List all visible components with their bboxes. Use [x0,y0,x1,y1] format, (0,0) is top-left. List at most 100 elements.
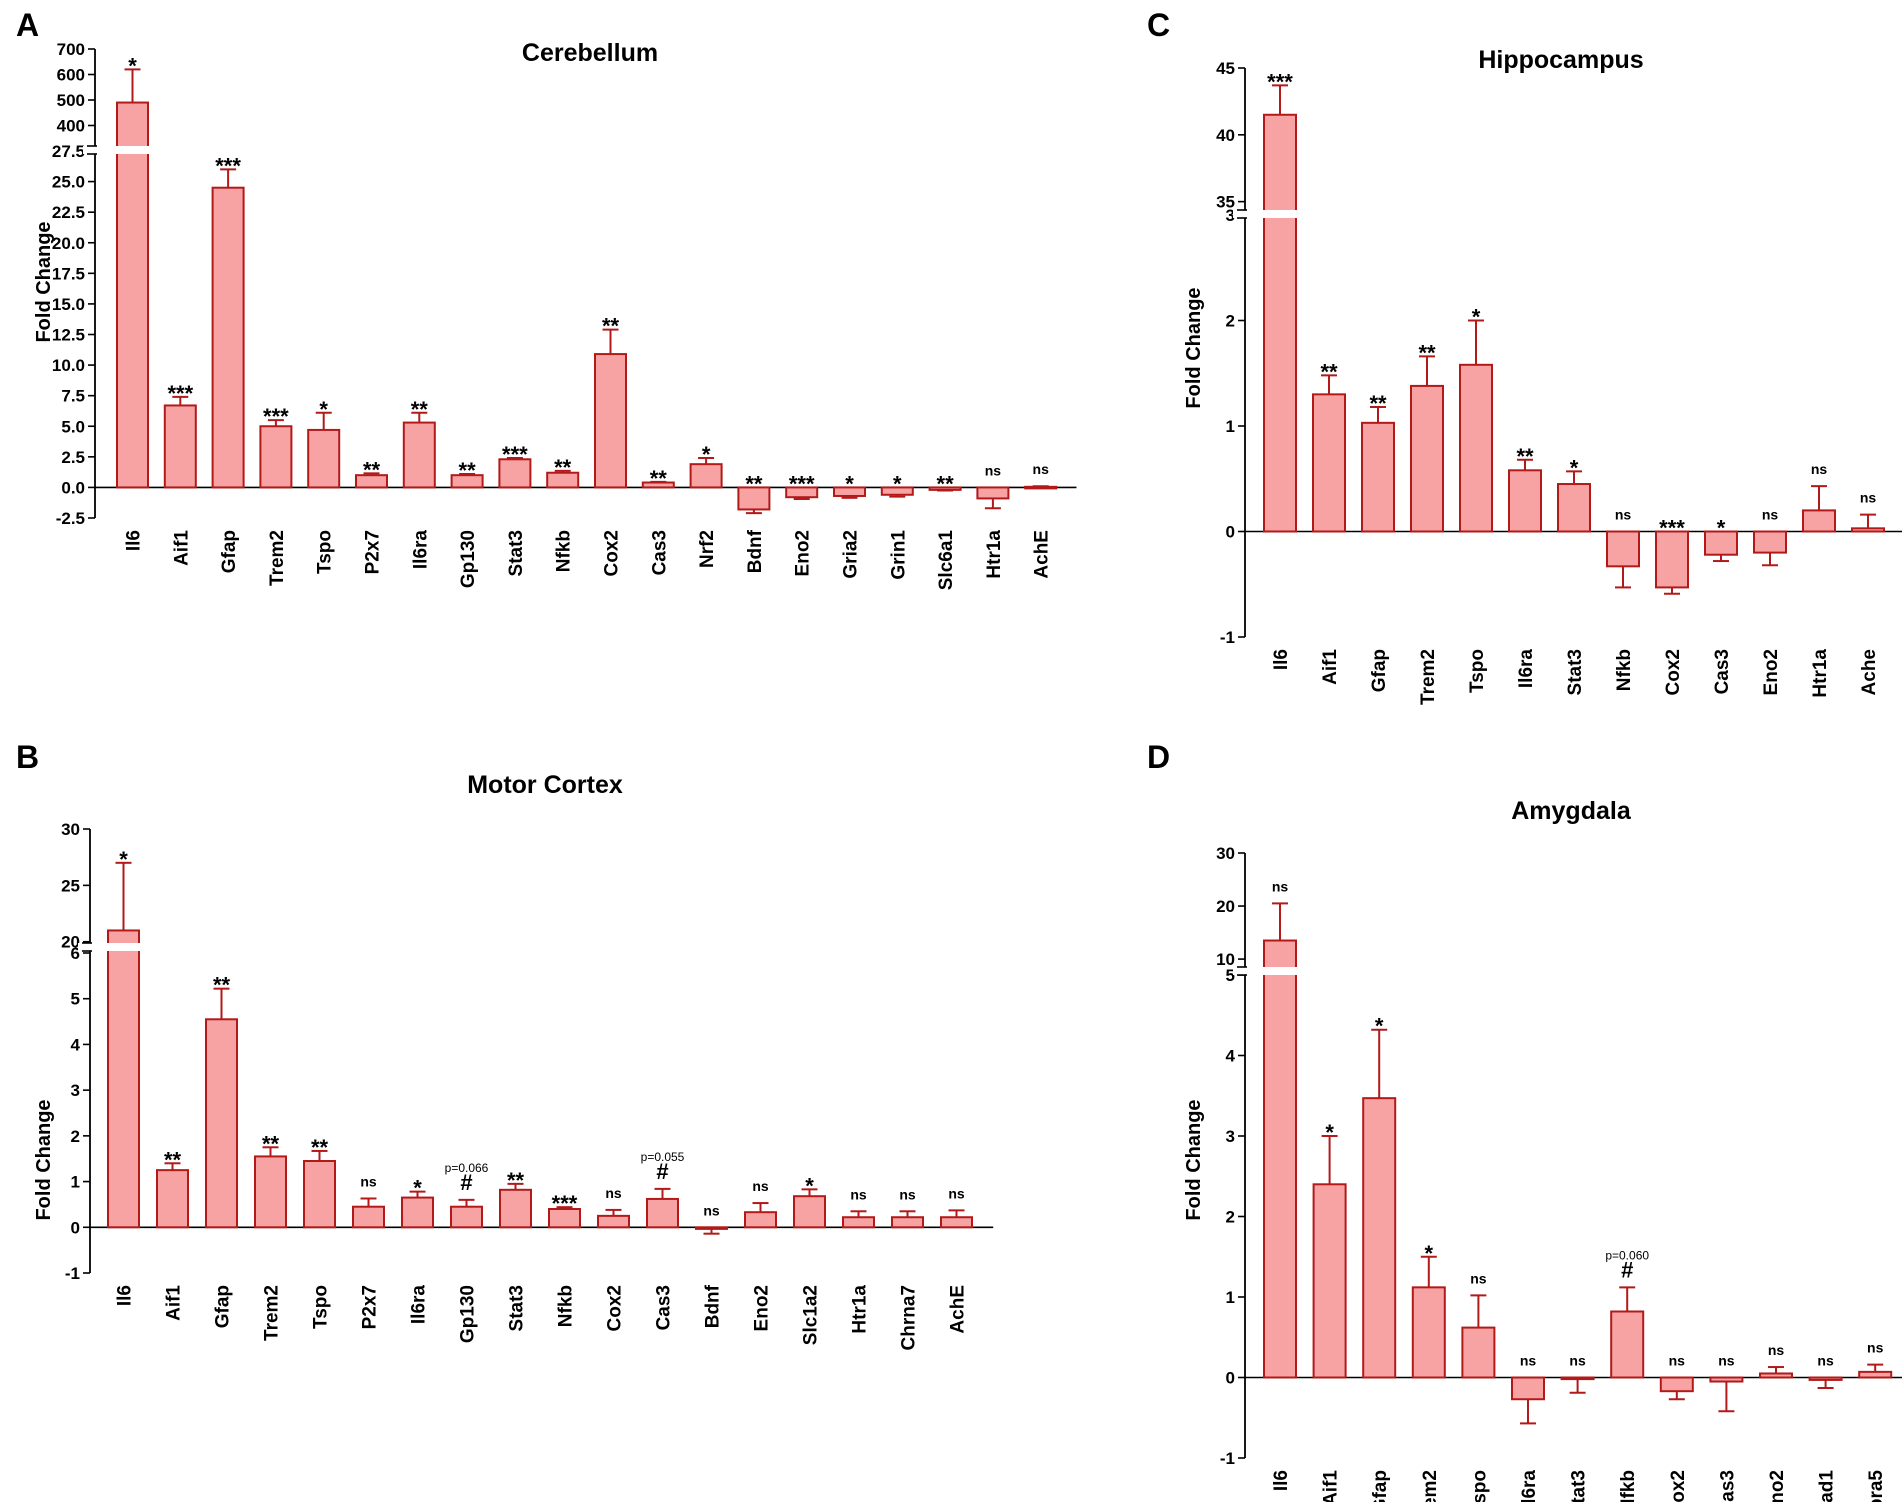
y-tick-label: 2 [1226,312,1235,331]
chart-title: Cerebellum [522,39,658,67]
bar-il6 [116,101,149,489]
y-tick-label: 20.0 [52,234,85,253]
x-tick-label: Aif1 [171,530,192,566]
y-tick-label: 1 [71,1173,80,1192]
bar-cox2 [1659,1376,1694,1393]
x-tick-label: Nfkb [554,530,575,572]
x-tick-label: Eno2 [752,1285,773,1331]
bar-il6ra [402,421,436,489]
bar-aif1 [1312,1183,1347,1379]
x-tick-label: Il6 [1271,1470,1292,1491]
x-tick-label: Trem2 [267,530,288,586]
significance-marker: *** [1659,516,1685,541]
x-tick-label: Cas3 [1712,649,1733,694]
significance-marker: ns [1470,1270,1487,1286]
bar-il6 [107,929,140,1229]
x-tick-label: Grin1 [888,530,909,580]
y-tick-label: 1 [1226,417,1235,436]
x-tick-label: Nfkb [1614,649,1635,691]
significance-marker: ns [605,1185,622,1201]
y-tick-label: 7.5 [61,387,85,406]
chart-title: Hippocampus [1478,46,1643,74]
bar-eno2 [1759,1372,1793,1379]
y-tick-label: 3 [71,1081,80,1100]
panel-label: C [1147,7,1170,43]
significance-marker: ns [1817,1353,1834,1369]
y-tick-label: 700 [57,40,85,59]
bar-trem2 [254,1155,287,1229]
significance-marker: * [119,847,128,872]
significance-marker: * [319,397,328,422]
significance-marker: ** [1320,359,1338,384]
bar-stat3 [1560,1376,1595,1381]
y-tick-label: 3 [1226,206,1235,225]
x-tick-label: Gp130 [458,530,479,588]
significance-marker: * [805,1173,814,1198]
bar-chrna7 [891,1216,924,1229]
significance-marker: ns [948,1185,965,1201]
significance-marker: ns [1520,1353,1537,1369]
bar-htr1a [976,486,1010,500]
panel-label: B [16,739,39,775]
panel-d: D Amygdala Fold Change -1 0 1 2 3 4 510 20 30 ns Il6 *… [1147,739,1902,1502]
y-tick-label: 5 [1226,966,1235,985]
x-tick-label: AchE [1032,530,1053,579]
bar-cox2 [594,353,627,489]
significance-marker: ns [1811,461,1828,477]
x-tick-label: Il6 [1271,649,1292,670]
bar-tspo [307,428,341,489]
significance-marker: ns [1272,878,1289,894]
significance-marker: * [128,53,137,78]
significance-marker: ns [1867,1340,1884,1356]
bar-gfap [1361,421,1395,533]
chart-title: Amygdala [1511,797,1632,825]
x-tick-label: Slc1a2 [801,1285,822,1345]
x-tick-label: Cas3 [654,1285,675,1330]
significance-marker: ns [1669,1353,1686,1369]
y-tick-label: 1 [1226,1288,1235,1307]
x-tick-label: Tspo [311,1285,332,1329]
significance-marker: * [413,1176,422,1201]
y-tick-label: 2 [71,1127,80,1146]
bar-gad1 [1808,1376,1843,1381]
significance-marker: *** [1267,69,1293,94]
y-axis-label: Fold Change [1183,1099,1205,1220]
significance-marker: ** [164,1147,182,1172]
x-tick-label: Il6ra [410,530,431,570]
significance-marker: ns [1569,1353,1586,1369]
y-tick-label: 30 [61,820,80,839]
significance-marker: # [656,1159,668,1184]
x-tick-label: Gp130 [458,1285,479,1343]
bar-gria2 [833,486,866,497]
y-tick-label: 3 [1226,1127,1235,1146]
significance-marker: ns [1768,1342,1785,1358]
p-value-note: p=0.060 [1605,1248,1649,1262]
significance-marker: ** [507,1168,525,1193]
panel-label: D [1147,739,1170,775]
significance-marker: * [1472,305,1481,330]
panel-label: A [16,7,39,43]
bar-il6 [1263,113,1297,533]
bar-trem2 [1411,1286,1446,1379]
significance-marker: ns [1615,507,1632,523]
bar-nrf2 [689,463,723,489]
x-tick-label: Ache [1859,649,1880,695]
bar-trem2 [1410,384,1444,533]
y-tick-label: 40 [1216,126,1235,145]
significance-marker: * [702,442,711,467]
y-tick-label: 0.0 [61,478,85,497]
significance-marker: ** [554,455,572,480]
x-tick-label: Gad1 [1817,1470,1838,1502]
bar-aif1 [156,1169,189,1229]
bar-il6ra [1511,1376,1545,1401]
x-tick-label: Tspo [1469,1470,1490,1502]
y-tick-label: 12.5 [52,326,85,345]
x-tick-label: Gfap [1370,1470,1391,1502]
bar-eno2 [1753,530,1787,554]
bar-stat3 [498,458,532,489]
significance-marker: ns [752,1178,769,1194]
y-tick-label: -1 [1220,1449,1235,1468]
significance-marker: *** [789,471,815,496]
